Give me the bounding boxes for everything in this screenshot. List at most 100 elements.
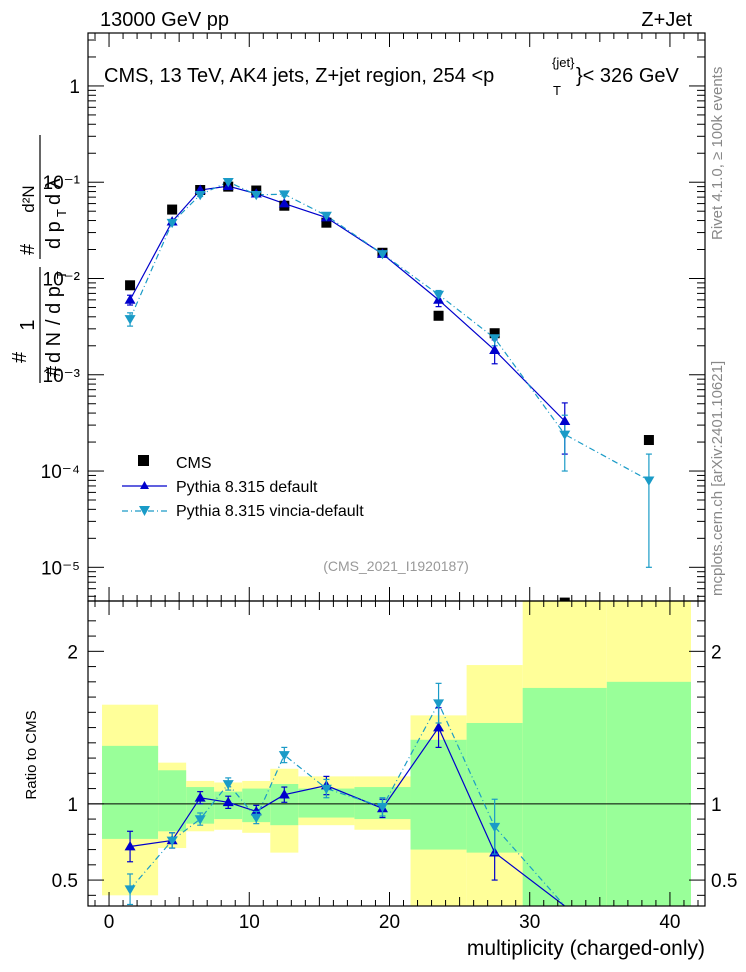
y-label-frac2-hash: # <box>17 243 39 255</box>
ratio-vincia-point <box>433 699 445 709</box>
vincia-point <box>278 190 290 200</box>
cms-point <box>433 310 444 321</box>
header-left: 13000 GeV pp <box>100 9 229 31</box>
plot-title-end: }< 326 GeV <box>576 65 680 87</box>
x-tick-label: 0 <box>104 912 115 933</box>
y-label-frac2-sub: T <box>54 209 69 217</box>
y-label-frac1-top: 1 <box>17 319 39 330</box>
y-label-frac2-bottom: d p <box>43 221 65 249</box>
ratio-default-point <box>124 841 136 851</box>
ratio-y-tick-label-left: 2 <box>67 642 78 663</box>
y-tick-label: 10⁻⁵ <box>41 558 80 579</box>
legend-vincia-marker <box>139 506 150 516</box>
ratio-band-inner <box>606 681 691 906</box>
ratio-band-inner <box>522 687 607 906</box>
ratio-uncertainty-bands <box>88 601 705 906</box>
ratio-vincia-point <box>166 836 178 846</box>
y-tick-label: 1 <box>69 77 80 98</box>
y-label-frac2-post: d λ <box>43 178 65 205</box>
vincia-point <box>320 211 332 222</box>
cms-point <box>489 328 500 339</box>
ratio-y-tick-label-right: 0.5 <box>711 871 737 892</box>
vincia-point <box>376 250 388 260</box>
x-tick-labels: 0 10 20 30 40 <box>104 912 681 933</box>
vincia-point <box>250 190 262 201</box>
default-point <box>489 344 501 355</box>
x-tick-label: 30 <box>519 912 540 933</box>
reference-tag: (CMS_2021_I1920187) <box>323 558 469 574</box>
y-label-frac1-hash: # <box>43 365 65 377</box>
y-label-frac1-dn: d N <box>43 332 65 363</box>
ratio-y-tick-label-left: 0.5 <box>52 871 78 892</box>
default-point <box>278 198 290 208</box>
ratio-vincia-point <box>278 751 290 761</box>
side-label-mcplots: mcplots.cern.ch [arXiv:2401.10621] <box>709 361 726 596</box>
x-tick-label: 20 <box>379 912 400 933</box>
x-tick-label: 10 <box>239 912 260 933</box>
vincia-series-line <box>129 181 650 481</box>
y-tick-label: 10⁻¹ <box>43 173 81 194</box>
legend: CMS Pythia 8.315 default Pythia 8.315 vi… <box>122 455 364 520</box>
ratio-band-inner <box>158 770 187 832</box>
legend-cms-marker <box>138 455 149 466</box>
cms-point <box>643 435 654 446</box>
plot-title: CMS, 13 TeV, AK4 jets, Z+jet region, 254… <box>104 55 680 98</box>
vincia-point <box>489 334 501 344</box>
ratio-vincia-point <box>489 822 501 833</box>
ratio-band-inner <box>410 739 467 850</box>
x-tick-label: 40 <box>659 912 680 933</box>
legend-cms-label: CMS <box>176 455 212 472</box>
y-label-frac1-hash-top: # <box>9 351 31 363</box>
ratio-y-tick-label-left: 1 <box>67 795 78 816</box>
ratio-plot-marks <box>124 682 566 907</box>
ratio-default-point <box>194 792 206 802</box>
header-right: Z+Jet <box>641 9 692 31</box>
y-tick-labels: 10⁻⁵ 10⁻⁴ 10⁻³ 10⁻² 10⁻¹ 1 0.5 0.5 1 1 2 2 <box>41 77 738 892</box>
ratio-y-tick-label-right: 1 <box>711 795 722 816</box>
y-tick-label: 10⁻³ <box>43 366 81 387</box>
ratio-y-axis-label: Ratio to CMS <box>23 710 40 799</box>
plot-title-subscript: T <box>553 83 561 98</box>
legend-default-label: Pythia 8.315 default <box>176 479 318 496</box>
vincia-point <box>222 177 234 188</box>
vincia-point <box>559 430 571 440</box>
ratio-band-inner <box>102 745 159 839</box>
ratio-default-point <box>278 789 290 799</box>
legend-vincia-label: Pythia 8.315 vincia-default <box>176 503 364 520</box>
plot-title-superscript: {jet} <box>552 55 575 70</box>
ratio-default-point <box>222 796 234 807</box>
ratio-vincia-point <box>194 815 206 825</box>
vincia-point <box>194 190 206 201</box>
y-tick-label: 10⁻⁴ <box>41 462 80 483</box>
ratio-vincia-point <box>320 784 332 795</box>
y-tick-label: 10⁻² <box>43 269 81 290</box>
main-plot-marks <box>124 177 655 601</box>
ratio-vincia-point <box>124 885 136 895</box>
cms-point <box>167 204 178 215</box>
ratio-plot-frame <box>87 600 706 907</box>
vincia-point <box>166 218 178 229</box>
cms-point <box>125 280 136 291</box>
ratio-y-tick-label-right: 2 <box>711 642 722 663</box>
vincia-point <box>124 315 136 325</box>
ratio-default-point <box>433 722 445 732</box>
vincia-point <box>643 476 655 486</box>
y-label-frac1-sub: T <box>54 271 69 279</box>
side-label-rivet: Rivet 4.1.0, ≥ 100k events <box>709 67 726 240</box>
y-axis-label: 1 # # d N / d p T d²N # d p T d λ <box>9 135 69 383</box>
default-point <box>124 294 136 304</box>
vincia-point <box>433 290 445 301</box>
ratio-default-point <box>250 805 262 816</box>
legend-default-marker <box>140 481 149 489</box>
ratio-vincia-point <box>222 780 234 790</box>
y-label-frac2-top: d²N <box>19 185 38 212</box>
default-point <box>559 415 571 425</box>
x-axis-label: multiplicity (charged-only) <box>467 937 705 960</box>
ratio-vincia-point <box>250 813 262 824</box>
default-series-line <box>129 185 566 422</box>
ratio-vincia-point <box>376 803 388 813</box>
y-label-frac1-dp: / d p <box>43 286 65 325</box>
axis-ticks <box>88 33 705 906</box>
plot-title-main: CMS, 13 TeV, AK4 jets, Z+jet region, 254… <box>104 65 494 87</box>
